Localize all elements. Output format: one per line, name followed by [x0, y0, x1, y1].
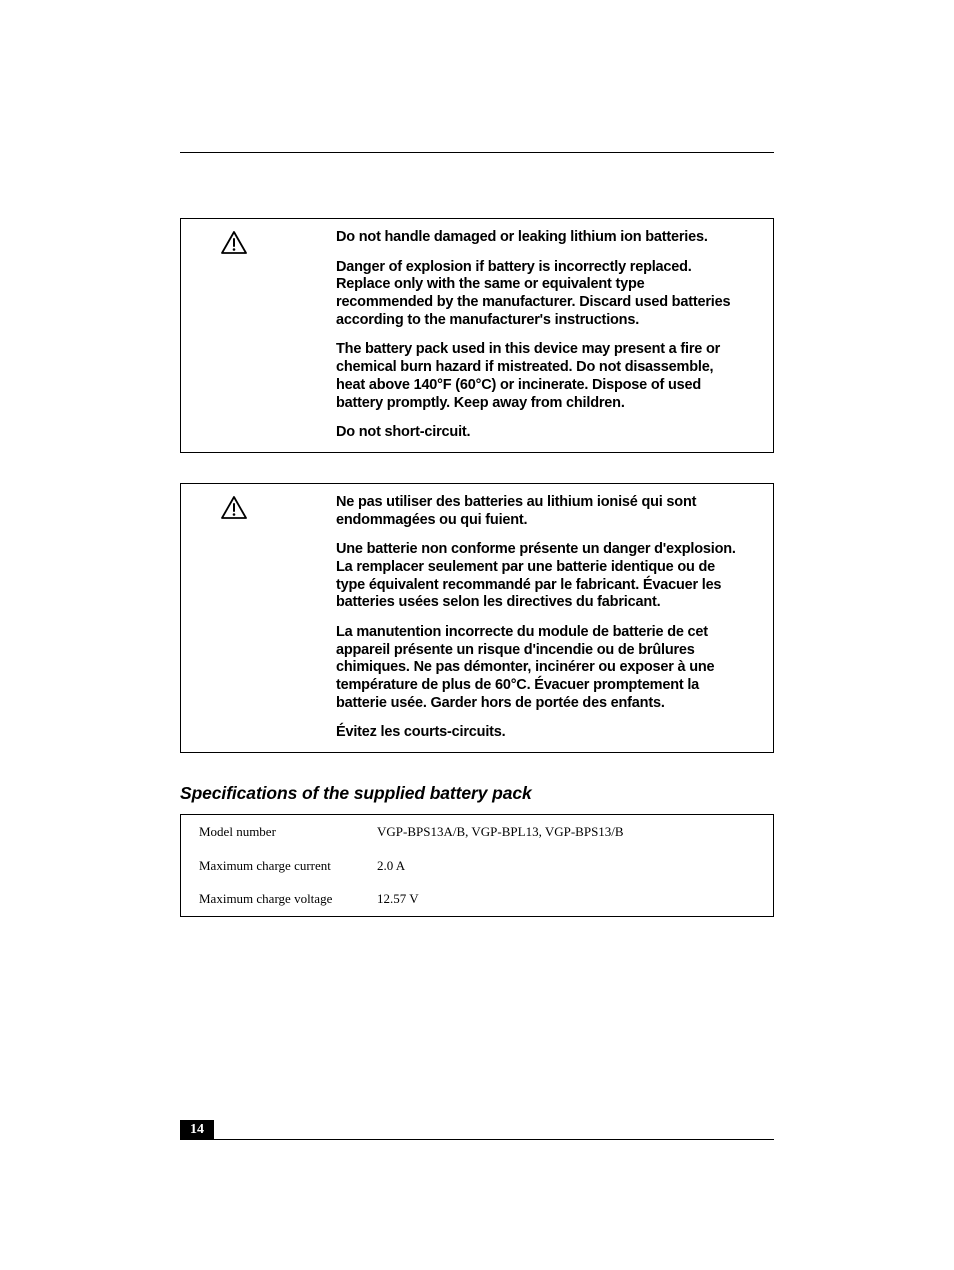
warning-box-english: Do not handle damaged or leaking lithium…: [180, 218, 774, 453]
spec-value-model-number: VGP-BPS13A/B, VGP-BPL13, VGP-BPS13/B: [377, 824, 773, 840]
warning-en-p1: Do not handle damaged or leaking lithium…: [336, 229, 737, 247]
spec-value-max-charge-current: 2.0 A: [377, 858, 773, 874]
spec-label-max-charge-current: Maximum charge current: [199, 858, 377, 874]
warning-text-french: Ne pas utiliser des batteries au lithium…: [336, 494, 757, 742]
warning-fr-p2: Une batterie non conforme présente un da…: [336, 541, 737, 612]
document-page: Do not handle damaged or leaking lithium…: [0, 0, 954, 1270]
warning-fr-p1: Ne pas utiliser des batteries au lithium…: [336, 494, 737, 529]
warning-fr-p3: La manutention incorrecte du module de b…: [336, 624, 737, 712]
header-rule: [180, 152, 774, 153]
warning-triangle-icon: [221, 231, 247, 254]
table-row: Model number VGP-BPS13A/B, VGP-BPL13, VG…: [181, 815, 773, 849]
warning-box-french: Ne pas utiliser des batteries au lithium…: [180, 483, 774, 753]
footer-rule: [214, 1139, 774, 1140]
warning-en-p2: Danger of explosion if battery is incorr…: [336, 259, 737, 330]
spec-value-max-charge-voltage: 12.57 V: [377, 891, 773, 907]
spec-label-max-charge-voltage: Maximum charge voltage: [199, 891, 377, 907]
page-number: 14: [180, 1120, 214, 1140]
table-row: Maximum charge current 2.0 A: [181, 849, 773, 883]
warning-fr-p4: Évitez les courts-circuits.: [336, 724, 737, 742]
table-row: Maximum charge voltage 12.57 V: [181, 882, 773, 916]
page-content: Do not handle damaged or leaking lithium…: [180, 218, 774, 917]
warning-en-p4: Do not short-circuit.: [336, 424, 737, 442]
warning-icon-column: [181, 494, 336, 742]
page-footer: 14: [180, 1118, 774, 1140]
spec-label-model-number: Model number: [199, 824, 377, 840]
specifications-table: Model number VGP-BPS13A/B, VGP-BPL13, VG…: [180, 814, 774, 917]
warning-triangle-icon: [221, 496, 247, 519]
section-heading-specifications: Specifications of the supplied battery p…: [180, 783, 774, 804]
warning-text-english: Do not handle damaged or leaking lithium…: [336, 229, 757, 442]
warning-icon-column: [181, 229, 336, 442]
warning-en-p3: The battery pack used in this device may…: [336, 341, 737, 412]
